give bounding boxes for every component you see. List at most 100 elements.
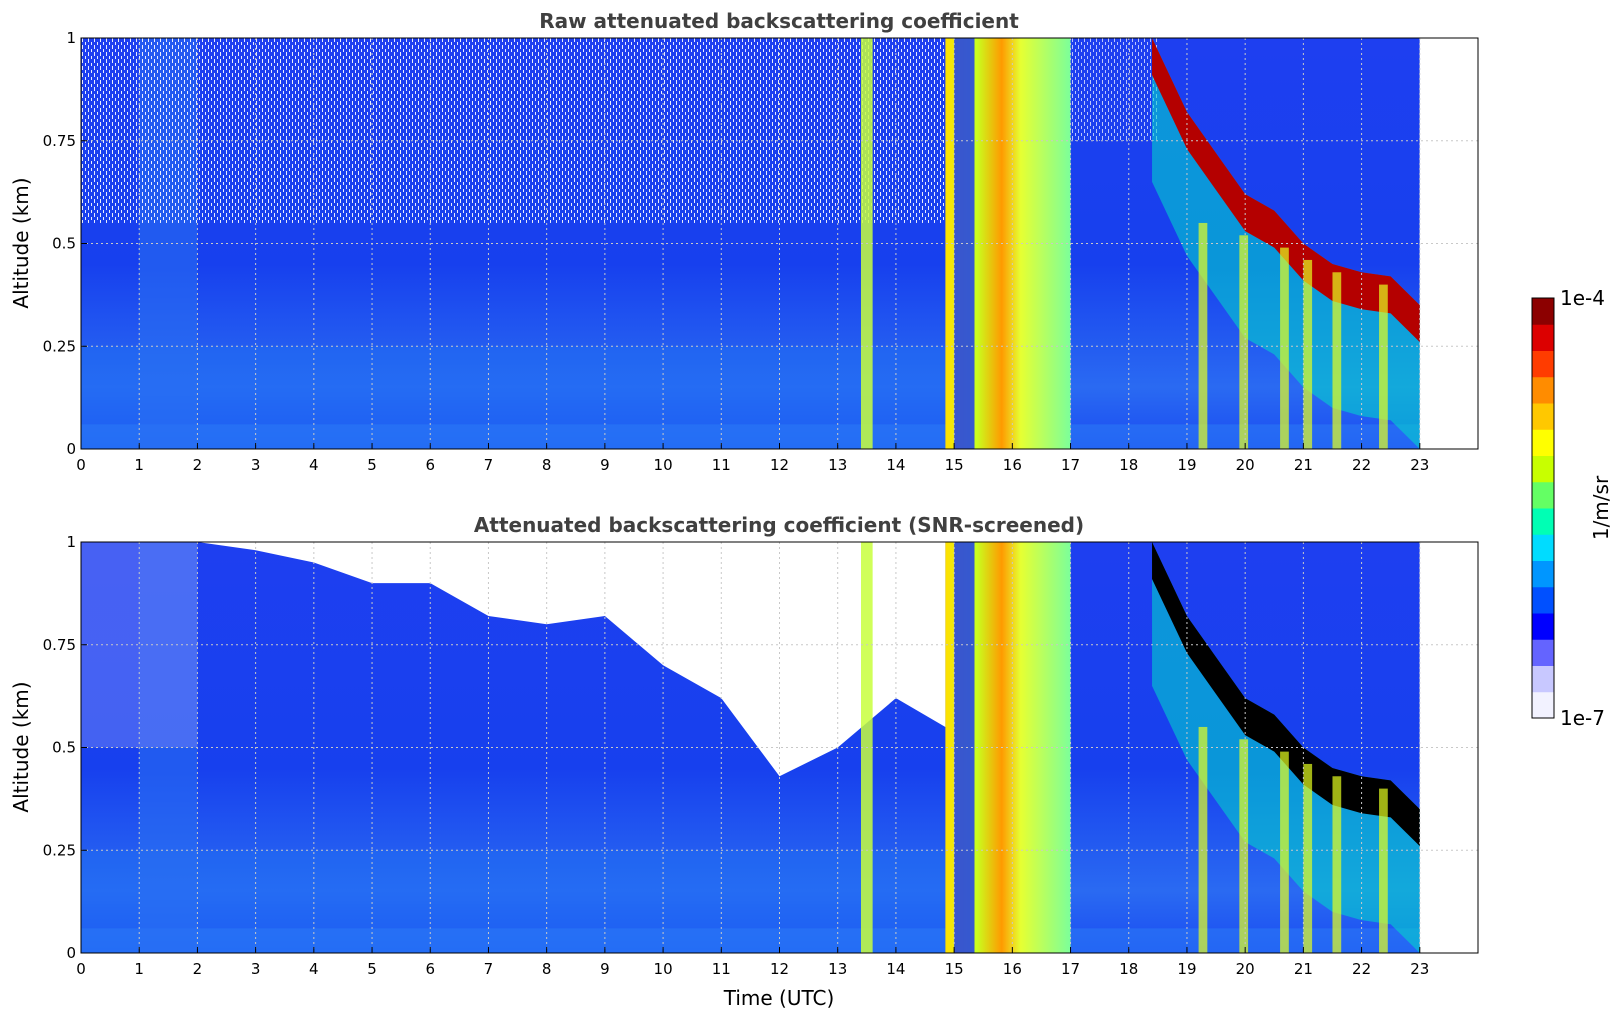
streak: [1239, 235, 1249, 449]
surface-band: [81, 424, 1420, 449]
streak: [1332, 272, 1342, 449]
x-tick-label: 10: [654, 456, 673, 474]
x-tick-label: 15: [945, 456, 964, 474]
x-tick-label: 0: [76, 960, 86, 978]
streak: [1303, 763, 1313, 953]
panel-screened-y-ticks: 0 0.25 0.5 0.75 1: [43, 533, 87, 962]
y-tick-label: 1: [66, 29, 76, 47]
panel-raw-ylabel: Altitude (km): [9, 177, 33, 308]
streak: [1280, 751, 1289, 953]
x-tick-label: 10: [654, 960, 673, 978]
x-tick-label: 11: [712, 456, 731, 474]
cloud-layer: [1152, 542, 1420, 847]
colorbar-swatch: [1532, 560, 1554, 588]
streak: [1239, 739, 1249, 953]
panel-screened-x-ticks: 0 1 2 3 4 5 6 7 8 9 10 11 12 13 14 15 16 17 18 19 20 21 22 23: [76, 947, 1429, 978]
panel-screened: Attenuated backscattering coefficient (S…: [9, 513, 1479, 1010]
x-tick-label: 12: [770, 960, 789, 978]
streak: [1303, 259, 1313, 449]
x-tick-label: 3: [251, 456, 261, 474]
x-tick-label: 21: [1294, 456, 1313, 474]
streak: [1379, 788, 1388, 953]
x-tick-label: 16: [1003, 456, 1022, 474]
x-tick-label: 4: [309, 456, 319, 474]
panel-screened-xlabel: Time (UTC): [723, 986, 835, 1010]
y-tick-label: 0.75: [43, 636, 76, 654]
colorbar-swatch: [1532, 455, 1554, 483]
colorbar-swatch: [1532, 481, 1554, 509]
panel-raw: Raw attenuated backscattering coefficien…: [9, 9, 1479, 474]
x-tick-label: 11: [712, 960, 731, 978]
x-tick-label: 20: [1236, 960, 1255, 978]
panel-screened-grid: [81, 542, 1478, 953]
x-tick-label: 7: [484, 456, 494, 474]
x-tick-label: 13: [828, 456, 847, 474]
x-tick-label: 21: [1294, 960, 1313, 978]
colorbar-swatch: [1532, 613, 1554, 640]
colorbar-swatch: [1532, 403, 1554, 430]
x-tick-label: 1: [134, 960, 144, 978]
colorbar-swatch: [1532, 350, 1554, 378]
streak: [1280, 247, 1289, 449]
x-tick-label: 17: [1061, 456, 1080, 474]
x-tick-label: 15: [945, 960, 964, 978]
colorbar-swatch: [1532, 586, 1554, 614]
noise-region: [81, 38, 946, 223]
fog-gap: [954, 38, 975, 449]
cloud-layer: [1152, 38, 1420, 343]
x-tick-label: 20: [1236, 456, 1255, 474]
x-tick-label: 14: [886, 456, 905, 474]
panel-raw-y-ticks: 0 0.25 0.5 0.75 1: [43, 29, 87, 458]
surface-band: [81, 928, 1420, 953]
x-tick-label: 22: [1352, 456, 1371, 474]
x-tick-label: 2: [193, 960, 203, 978]
x-tick-label: 0: [76, 456, 86, 474]
colorbar-label: 1/m/sr: [1589, 475, 1613, 540]
x-tick-label: 7: [484, 960, 494, 978]
x-tick-label: 19: [1177, 456, 1196, 474]
panel-screened-ylabel: Altitude (km): [9, 681, 33, 812]
colorbar-swatch: [1532, 324, 1554, 351]
colorbar: 1e-4 1e-7 1/m/sr: [1531, 286, 1613, 730]
x-tick-label: 8: [542, 456, 552, 474]
colorbar-swatch: [1532, 534, 1554, 561]
noise-region-late: [1070, 38, 1158, 141]
streak: [1198, 222, 1208, 449]
colorbar-swatch: [1532, 376, 1554, 404]
x-tick-label: 18: [1119, 960, 1138, 978]
x-tick-label: 23: [1410, 960, 1429, 978]
panel-raw-data: [81, 38, 1478, 449]
streak: [1332, 776, 1342, 953]
x-tick-label: 3: [251, 960, 261, 978]
x-tick-label: 13: [828, 960, 847, 978]
panel-raw-grid: [81, 38, 1478, 449]
x-tick-label: 5: [367, 960, 377, 978]
x-tick-label: 4: [309, 960, 319, 978]
x-tick-label: 8: [542, 960, 552, 978]
x-tick-label: 19: [1177, 960, 1196, 978]
streak: [1198, 726, 1208, 953]
y-tick-label: 0.75: [43, 132, 76, 150]
no-data-region: [1419, 38, 1478, 449]
colorbar-max-label: 1e-4: [1560, 286, 1605, 310]
x-tick-label: 16: [1003, 960, 1022, 978]
x-tick-label: 9: [600, 456, 610, 474]
x-tick-label: 23: [1410, 456, 1429, 474]
screened-mask: [81, 542, 946, 777]
panel-raw-x-ticks: 0 1 2 3 4 5 6 7 8 9 10 11 12 13 14 15 16 17 18 19 20 21 22 23: [76, 443, 1429, 474]
fog-gap: [954, 542, 975, 953]
colorbar-swatch: [1532, 639, 1554, 666]
y-tick-label: 0.25: [43, 841, 76, 859]
x-tick-label: 12: [770, 456, 789, 474]
panel-screened-title: Attenuated backscattering coefficient (S…: [474, 513, 1084, 537]
x-tick-label: 2: [193, 456, 203, 474]
x-tick-label: 22: [1352, 960, 1371, 978]
y-tick-label: 0: [66, 440, 76, 458]
x-tick-label: 18: [1119, 456, 1138, 474]
y-tick-label: 0: [66, 944, 76, 962]
colorbar-swatch: [1532, 691, 1554, 719]
colorbar-swatch: [1532, 298, 1554, 325]
y-tick-label: 0.5: [52, 235, 76, 253]
colorbar-swatches: [1532, 298, 1554, 719]
